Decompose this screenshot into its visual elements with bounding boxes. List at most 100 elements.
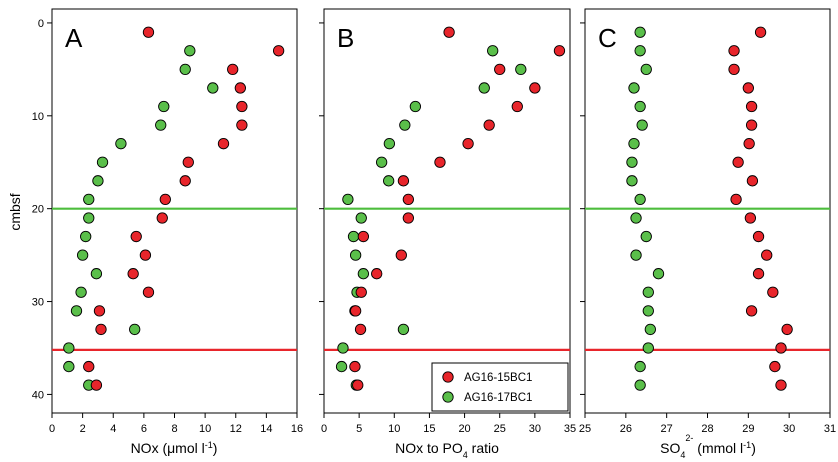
data-point-15bc1	[761, 249, 773, 261]
data-point-15bc1	[402, 193, 414, 206]
data-point-15bc1	[349, 305, 362, 317]
data-point-17bc1	[75, 286, 87, 298]
data-point-17bc1	[92, 175, 104, 187]
x-tick-label: 35	[564, 423, 576, 435]
x-tick-label: 14	[260, 423, 272, 435]
data-point-15bc1	[236, 119, 248, 131]
x-tick-label: 0	[321, 423, 327, 435]
x-tick-label: 2	[80, 423, 86, 435]
data-point-17bc1	[409, 100, 422, 113]
data-point-15bc1	[443, 26, 455, 38]
data-point-15bc1	[397, 175, 410, 187]
data-point-15bc1	[745, 119, 758, 131]
data-point-17bc1	[626, 156, 638, 168]
data-point-15bc1	[217, 138, 230, 150]
data-point-17bc1	[63, 360, 75, 373]
data-point-15bc1	[483, 119, 495, 131]
data-point-15bc1	[769, 360, 781, 373]
data-point-15bc1	[553, 45, 566, 57]
data-point-15bc1	[744, 212, 757, 224]
x-tick-label: 20	[458, 423, 470, 435]
panel-frame-c	[584, 8, 831, 414]
y-tick-label: 20	[32, 204, 44, 216]
data-point-15bc1	[130, 230, 142, 243]
panel-letter: C	[598, 23, 617, 53]
data-point-17bc1	[640, 230, 652, 243]
data-point-17bc1	[357, 268, 370, 280]
x-tick-label: 27	[661, 423, 673, 435]
data-point-15bc1	[781, 323, 793, 336]
data-point-15bc1	[754, 26, 767, 38]
data-point-17bc1	[80, 230, 92, 243]
data-point-17bc1	[90, 268, 103, 280]
data-point-15bc1	[90, 379, 103, 391]
y-tick-label: 0	[38, 18, 44, 30]
data-point-15bc1	[434, 156, 446, 168]
data-point-15bc1	[179, 175, 191, 187]
data-point-17bc1	[115, 138, 127, 150]
data-point-17bc1	[634, 360, 646, 373]
x-tick-label: 29	[742, 423, 754, 435]
data-point-15bc1	[745, 100, 758, 113]
data-point-17bc1	[634, 100, 646, 113]
data-point-17bc1	[634, 45, 646, 57]
data-point-17bc1	[63, 342, 75, 354]
data-point-17bc1	[626, 175, 638, 187]
data-point-15bc1	[745, 305, 758, 317]
x-tick-label: 10	[388, 423, 400, 435]
data-point-15bc1	[728, 63, 740, 76]
panel-letter: B	[337, 23, 354, 53]
data-point-15bc1	[349, 360, 361, 373]
data-point-17bc1	[630, 212, 642, 224]
y-tick-label: 40	[32, 389, 44, 401]
x-tick-label: 30	[529, 423, 541, 435]
x-tick-label: 8	[171, 423, 177, 435]
data-point-17bc1	[375, 156, 388, 168]
legend-marker	[442, 371, 454, 383]
x-tick-label: 30	[783, 423, 795, 435]
data-point-15bc1	[752, 268, 765, 280]
data-point-15bc1	[511, 100, 523, 113]
x-tick-label: 0	[49, 423, 55, 435]
x-axis-title-a: NOx (μmol l-1)	[131, 440, 218, 456]
data-point-17bc1	[337, 342, 349, 354]
data-point-17bc1	[652, 268, 665, 280]
data-point-17bc1	[634, 379, 646, 391]
data-point-15bc1	[402, 212, 414, 224]
data-point-17bc1	[640, 63, 652, 76]
data-point-15bc1	[730, 193, 742, 206]
data-point-17bc1	[349, 249, 362, 261]
data-point-15bc1	[352, 379, 364, 391]
data-point-17bc1	[184, 45, 196, 57]
data-point-17bc1	[129, 323, 141, 336]
data-point-15bc1	[142, 26, 155, 38]
x-tick-label: 5	[356, 423, 362, 435]
x-tick-label: 6	[141, 423, 147, 435]
data-point-15bc1	[156, 212, 168, 224]
data-point-17bc1	[155, 119, 167, 131]
data-point-17bc1	[642, 305, 654, 317]
data-point-17bc1	[644, 323, 656, 336]
data-point-17bc1	[642, 342, 654, 354]
data-point-15bc1	[355, 286, 367, 298]
x-tick-label: 15	[423, 423, 435, 435]
x-tick-label: 26	[620, 423, 632, 435]
data-point-17bc1	[83, 212, 95, 224]
data-point-15bc1	[139, 249, 152, 261]
data-point-17bc1	[383, 175, 395, 187]
data-point-15bc1	[95, 323, 107, 336]
data-point-17bc1	[342, 193, 354, 206]
data-point-17bc1	[642, 286, 654, 298]
x-tick-label: 31	[824, 423, 836, 435]
data-point-15bc1	[529, 82, 541, 94]
data-point-17bc1	[634, 26, 646, 38]
panel-b: 0 5 10 15 20 25 30 35 B AG16-15BC1 AG16-17BC1	[319, 8, 576, 435]
data-point-15bc1	[272, 45, 285, 57]
data-point-15bc1	[357, 230, 370, 243]
data-point-17bc1	[487, 45, 499, 57]
legend-marker	[442, 391, 454, 403]
data-point-15bc1	[182, 156, 194, 168]
data-point-17bc1	[179, 63, 191, 76]
data-point-17bc1	[628, 138, 640, 150]
